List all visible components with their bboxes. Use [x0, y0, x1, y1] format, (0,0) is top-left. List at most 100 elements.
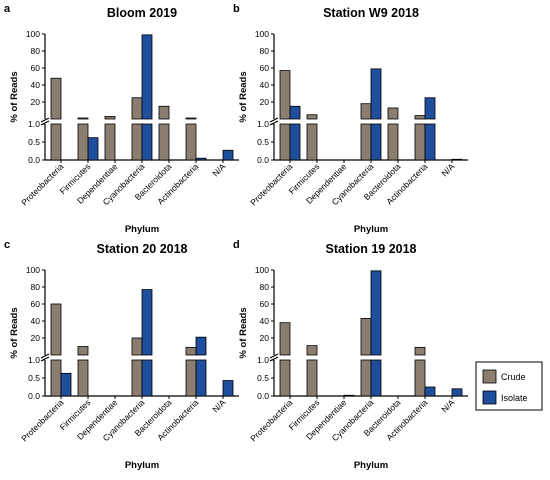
bar-crude-lower: [50, 359, 62, 397]
bar-isolate-lower: [424, 123, 436, 161]
bar-crude-upper: [414, 346, 426, 356]
bar-crude-upper: [414, 115, 426, 120]
bar-isolate: [424, 386, 436, 397]
chart-title: Station W9 2018: [323, 6, 419, 20]
y-tick-label: 1.0: [257, 119, 269, 129]
bar-crude-upper: [185, 346, 197, 356]
chart-title: Bloom 2019: [107, 6, 177, 20]
bar-isolate-lower: [289, 123, 301, 161]
panel-b: b Station W9 2018 20 40 60 80 100 0.0 0.5 1.0 % of…: [233, 3, 468, 235]
bar-crude-lower: [387, 123, 399, 161]
y-tick-label: 1.0: [257, 355, 269, 365]
bar-crude-lower: [158, 123, 170, 161]
panel-d: d Station 19 2018 20 40 60 80 100 0.0 0.5 1.0 % of…: [233, 239, 468, 471]
bar-crude-lower: [306, 123, 318, 161]
y-tick-label: 0.0: [28, 155, 40, 165]
panel-letter: d: [233, 239, 240, 251]
legend-swatch-crude: [482, 369, 497, 384]
y-tick-label: 80: [260, 46, 270, 56]
bar-crude-upper: [77, 346, 89, 356]
y-axis-label: % of Reads: [9, 307, 20, 358]
bar-isolate-upper: [424, 97, 436, 120]
x-tick-label: Proteobacteria: [19, 397, 65, 443]
bar-crude-lower: [185, 359, 197, 397]
bar-isolate: [222, 149, 234, 161]
y-tick-label: 100: [26, 29, 40, 39]
y-tick-label: 40: [260, 316, 270, 326]
legend: Crude Isolate: [475, 361, 543, 411]
y-tick-label: 0.5: [257, 137, 269, 147]
x-axis-label: Phylum: [125, 224, 159, 235]
y-tick-label: 1.0: [28, 355, 40, 365]
bar-isolate-upper: [141, 34, 153, 120]
y-tick-label: 100: [26, 265, 40, 275]
bar-crude-upper: [131, 337, 143, 356]
bar-crude-upper: [158, 105, 170, 120]
y-tick-label: 20: [260, 97, 270, 107]
x-tick-label: Proteobacteria: [248, 161, 294, 207]
chart-title: Station 20 2018: [96, 242, 187, 256]
bar-isolate: [451, 388, 463, 397]
y-tick-label: 40: [260, 80, 270, 90]
bar-crude-lower: [77, 359, 89, 397]
bar-crude-upper: [387, 107, 399, 120]
bar-crude-lower: [279, 359, 291, 397]
y-tick-label: 60: [260, 299, 270, 309]
bar-isolate-lower: [370, 123, 382, 161]
axis-break-mark: [40, 117, 50, 123]
bar-crude-upper: [306, 114, 318, 120]
panel-letter: b: [233, 3, 240, 15]
bar-isolate-upper: [370, 270, 382, 356]
y-tick-label: 0.0: [257, 391, 269, 401]
bar-crude-upper: [185, 117, 197, 120]
axis-break-mark: [269, 117, 279, 123]
bar-crude-upper: [279, 322, 291, 356]
x-tick-label: Proteobacteria: [248, 397, 294, 443]
bar-crude-lower: [306, 359, 318, 397]
y-tick-label: 60: [31, 63, 41, 73]
bar-isolate: [195, 157, 207, 161]
bar-isolate: [222, 380, 234, 397]
bar-crude-lower: [360, 359, 372, 397]
bar-isolate-upper: [370, 68, 382, 120]
y-tick-label: 80: [260, 282, 270, 292]
bar-isolate: [451, 158, 463, 161]
x-tick-label: Proteobacteria: [19, 161, 65, 207]
bar-crude-lower: [360, 123, 372, 161]
panel-a: a Bloom 2019 20 40 60 80 100 0.0 0.5 1.0 % of Read…: [4, 3, 239, 235]
bar-crude-upper: [131, 97, 143, 120]
bar-isolate-upper: [289, 105, 301, 120]
y-tick-label: 80: [31, 46, 41, 56]
panel-c: c Station 20 2018 20 40 60 80 100 0.0 0.5 1.0 % of…: [4, 239, 239, 471]
bar-crude-lower: [414, 359, 426, 397]
y-tick-label: 20: [31, 333, 41, 343]
y-tick-label: 0.5: [257, 373, 269, 383]
bar-crude-lower: [279, 123, 291, 161]
y-tick-label: 0.0: [257, 155, 269, 165]
bar-isolate-upper: [141, 289, 153, 356]
y-axis-label: % of Reads: [238, 71, 249, 122]
bar-isolate-lower: [370, 359, 382, 397]
bar-crude-upper: [50, 303, 62, 356]
bar-crude-lower: [131, 123, 143, 161]
bar-crude-upper: [77, 117, 89, 120]
bar-crude-upper: [104, 116, 116, 120]
x-axis-label: Phylum: [125, 460, 159, 471]
legend-label-isolate: Isolate: [501, 393, 528, 403]
bar-crude-upper: [360, 103, 372, 120]
x-tick-label: N/A: [439, 161, 456, 178]
x-tick-label: N/A: [210, 161, 227, 178]
y-tick-label: 100: [255, 265, 269, 275]
bar-crude-lower: [131, 359, 143, 397]
axis-break-mark: [40, 353, 50, 359]
y-tick-label: 20: [31, 97, 41, 107]
axis-break-mark: [269, 353, 279, 359]
y-tick-label: 80: [31, 282, 41, 292]
bar-isolate-lower: [195, 359, 207, 397]
bar-isolate-upper: [195, 336, 207, 356]
panel-letter: c: [4, 239, 10, 251]
y-tick-label: 60: [260, 63, 270, 73]
bar-crude-upper: [50, 77, 62, 120]
y-tick-label: 1.0: [28, 119, 40, 129]
